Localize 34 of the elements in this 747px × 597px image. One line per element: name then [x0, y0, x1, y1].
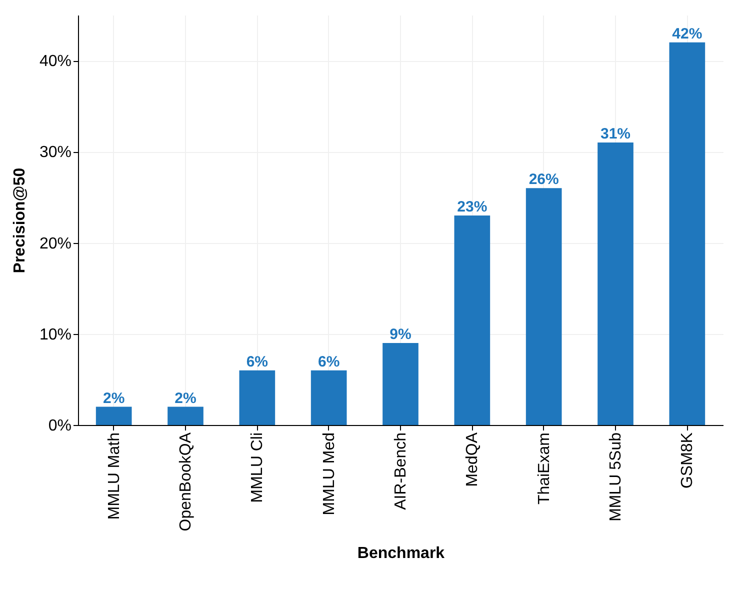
data-label: 2% [174, 390, 196, 407]
bar [598, 142, 634, 425]
y-tick-label: 30% [39, 144, 72, 162]
data-label: 6% [318, 353, 340, 370]
y-axis-title: Precision@50 [11, 168, 28, 274]
bar [168, 406, 204, 425]
data-label: 26% [528, 171, 559, 188]
bar [239, 370, 276, 425]
bar [96, 406, 132, 425]
x-tick-label: MMLU Med [320, 432, 338, 516]
x-tick-label: ThaiExam [536, 432, 553, 505]
x-tick-label: MMLU Math [106, 432, 123, 520]
x-axis-title: Benchmark [357, 545, 445, 562]
x-tick-label: GSM8K [679, 432, 696, 489]
x-tick-label: MMLU 5Sub [608, 432, 624, 522]
bar [669, 42, 706, 425]
y-tick-label: 10% [39, 326, 72, 344]
bar [382, 343, 418, 425]
x-tick-label: OpenBookQA [178, 432, 194, 532]
data-label: 23% [457, 198, 488, 216]
x-tick-label: AIR-Bench [392, 432, 410, 510]
data-label: 6% [246, 353, 268, 370]
data-label: 42% [672, 25, 702, 42]
y-tick-label: 20% [39, 235, 72, 252]
data-label: 31% [600, 126, 631, 143]
y-tick-label: 0% [48, 418, 72, 434]
x-tick-label: MMLU Cli [249, 432, 266, 503]
data-label: 9% [390, 326, 412, 343]
x-tick-label: MedQA [464, 432, 482, 487]
bar [526, 188, 562, 425]
y-tick-label: 40% [39, 53, 72, 70]
data-label: 2% [102, 390, 125, 407]
bar [310, 370, 347, 425]
bar [454, 215, 490, 425]
